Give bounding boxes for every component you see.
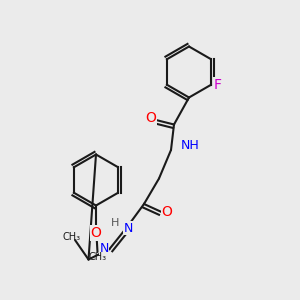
Text: F: F bbox=[214, 78, 222, 92]
Text: CH₃: CH₃ bbox=[63, 232, 81, 242]
Text: N: N bbox=[99, 242, 109, 256]
Text: O: O bbox=[91, 226, 101, 240]
Text: NH: NH bbox=[181, 139, 200, 152]
Text: CH₃: CH₃ bbox=[88, 251, 106, 262]
Text: O: O bbox=[162, 205, 172, 218]
Text: O: O bbox=[145, 112, 156, 125]
Text: N: N bbox=[123, 221, 133, 235]
Text: H: H bbox=[111, 218, 119, 228]
